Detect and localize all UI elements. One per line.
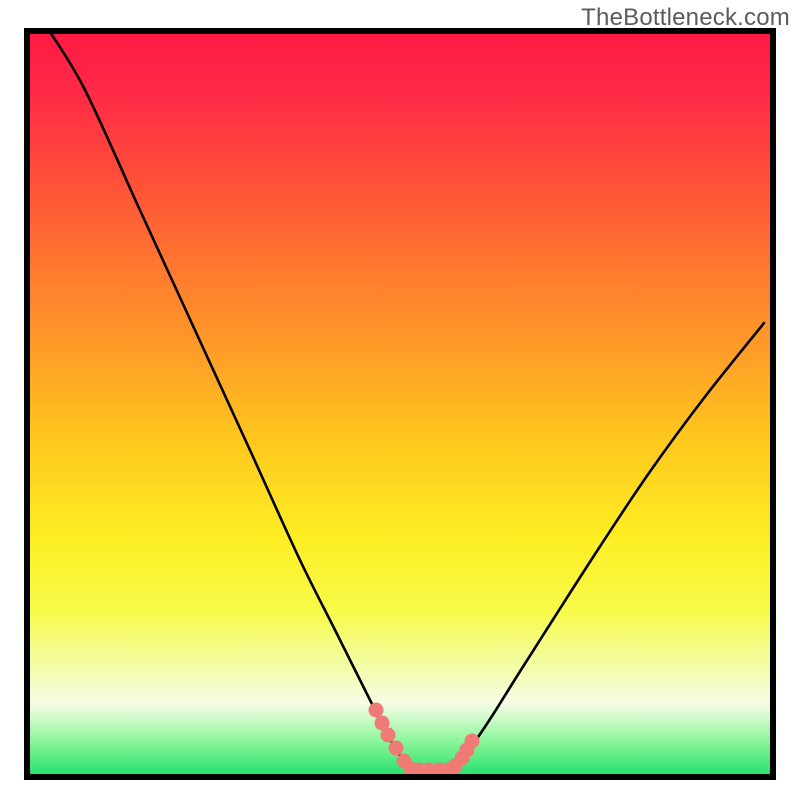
marker-dot [369, 703, 384, 718]
plot-area [24, 28, 776, 780]
marker-dot [465, 734, 480, 749]
gradient-background [30, 34, 770, 774]
watermark-text: TheBottleneck.com [581, 4, 790, 32]
stage: TheBottleneck.com [0, 0, 800, 800]
plot-svg [24, 28, 776, 780]
marker-dot [389, 741, 404, 756]
marker-dot [381, 728, 396, 743]
